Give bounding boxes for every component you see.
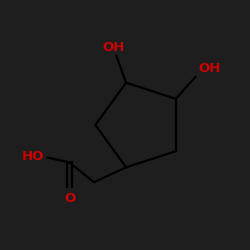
Text: HO: HO [22, 150, 44, 163]
Text: OH: OH [102, 40, 125, 54]
Text: O: O [65, 192, 76, 204]
Text: OH: OH [198, 62, 220, 74]
